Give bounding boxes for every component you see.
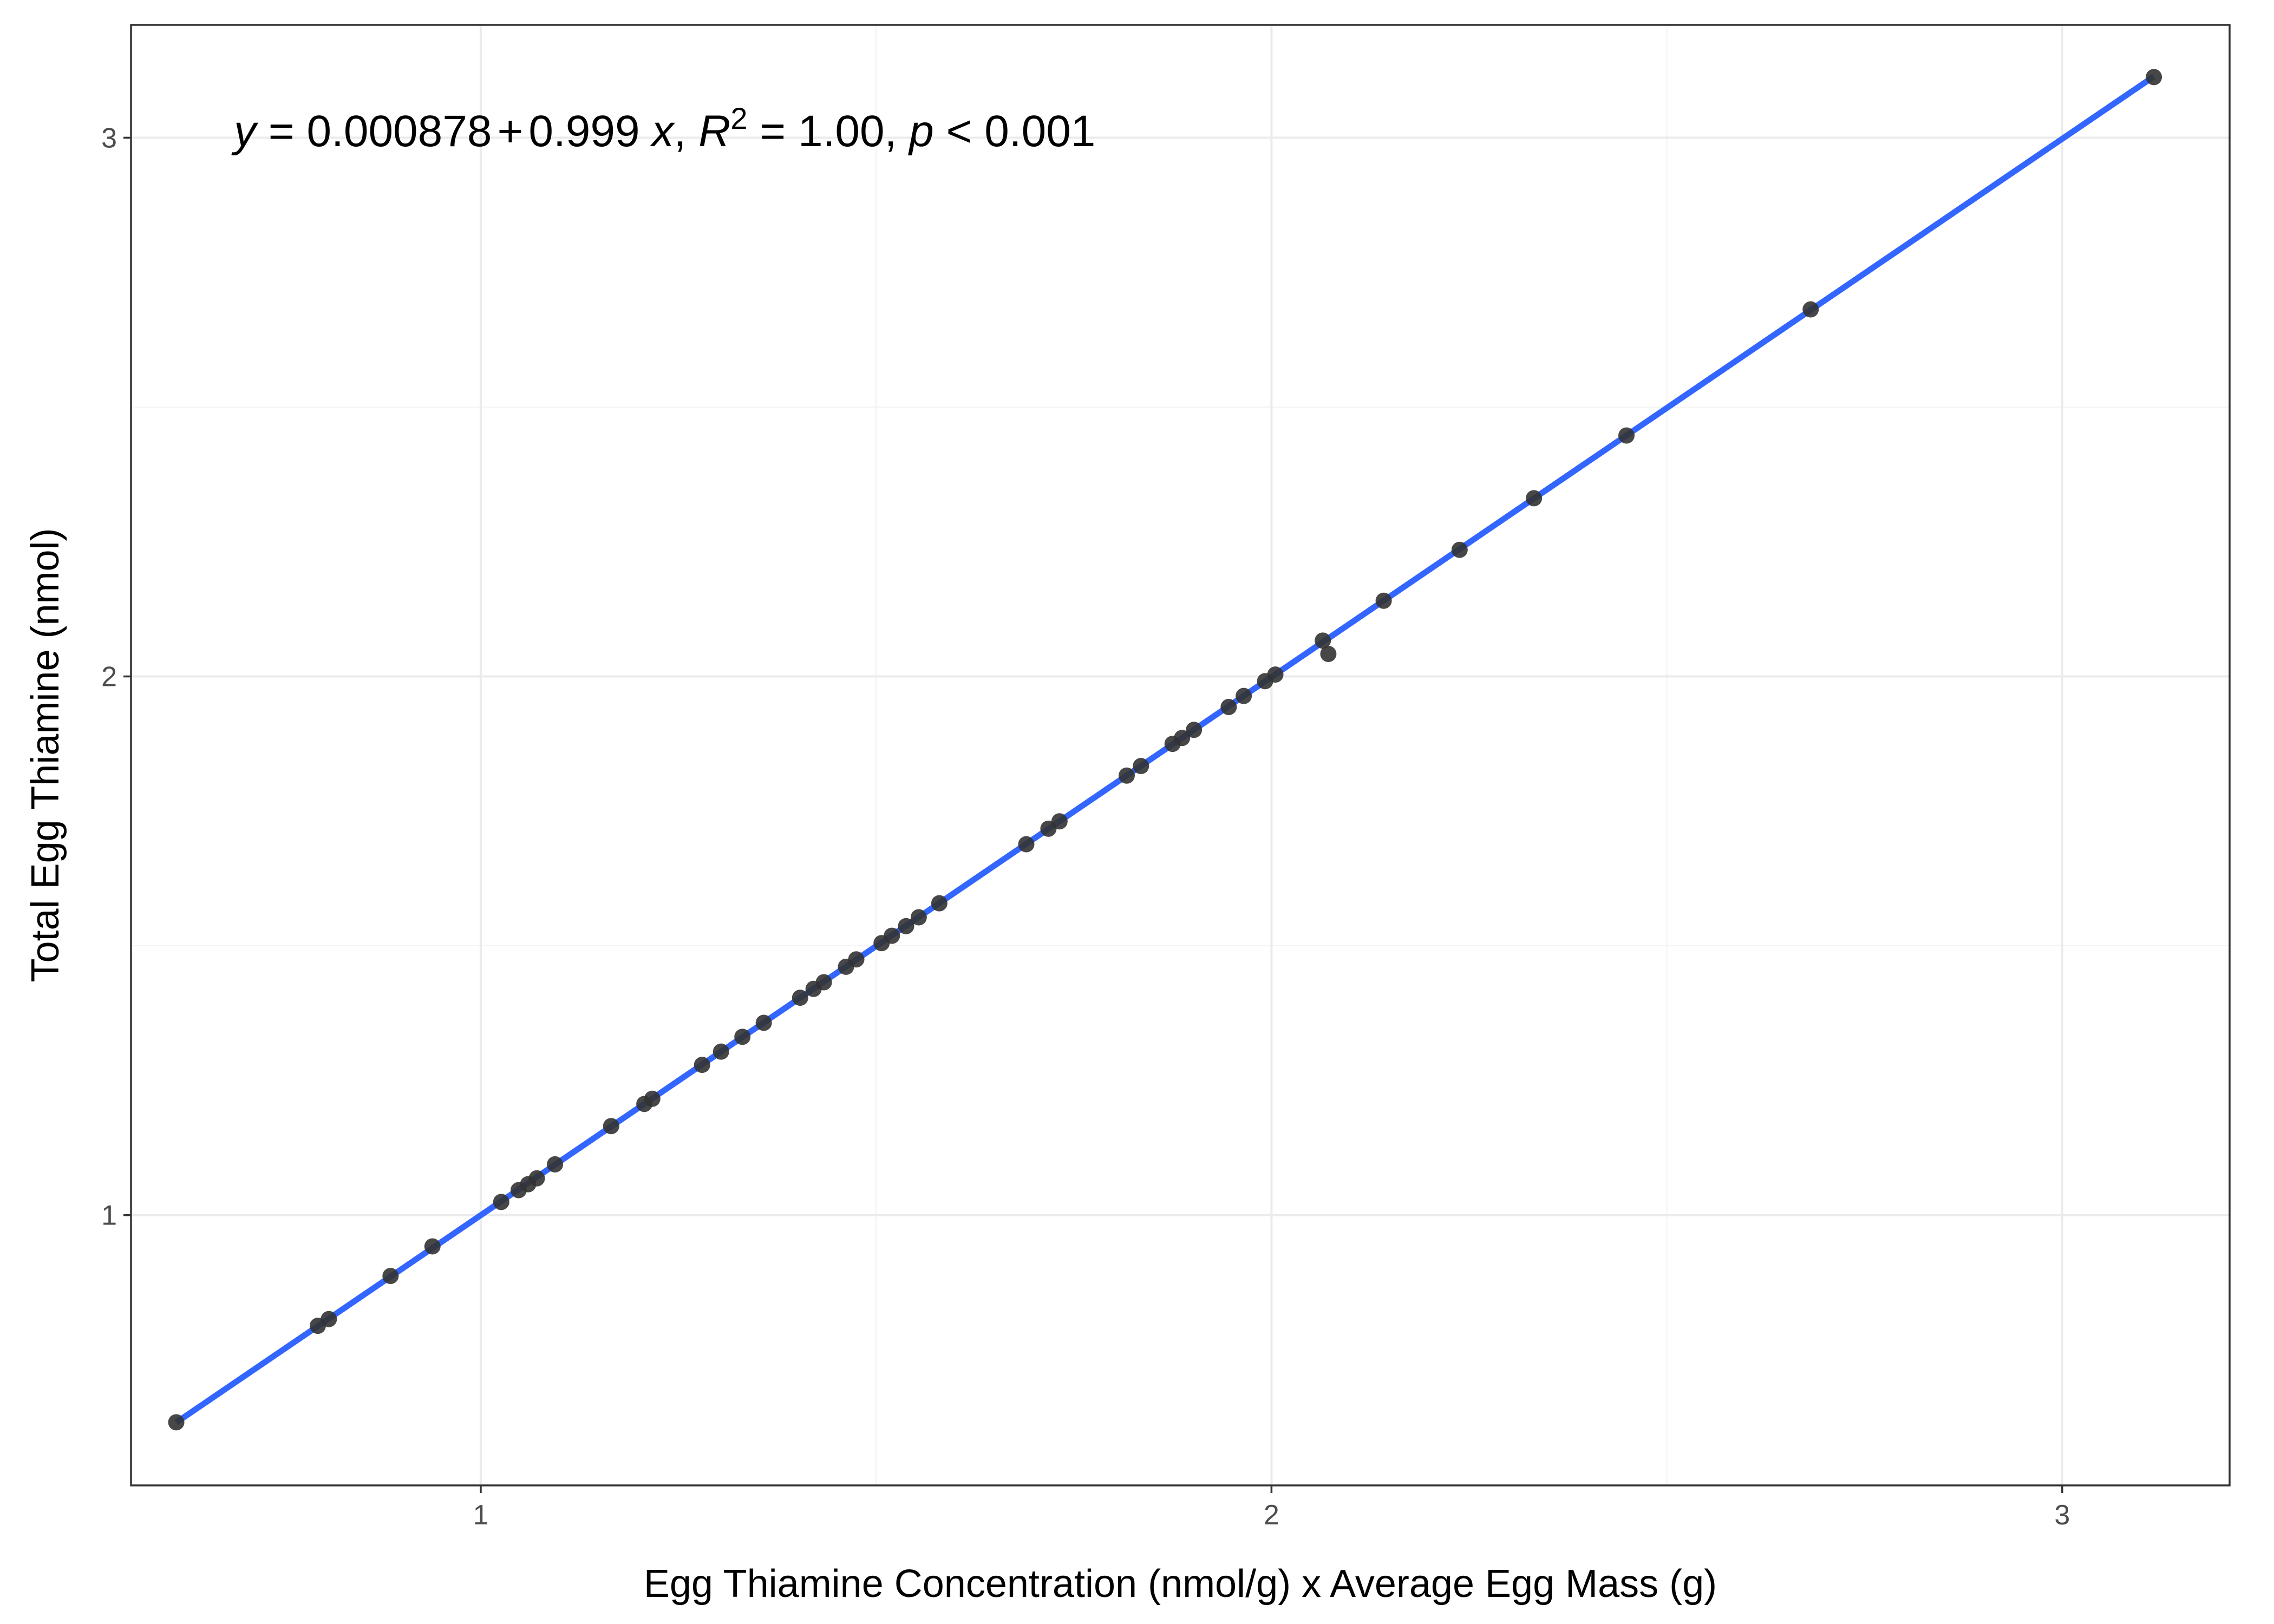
regression-annotation: y = 0.000878 +0.999 x, R2 = 1.00, p < 0.00… xyxy=(231,101,1095,156)
data-point xyxy=(755,1014,772,1031)
data-point xyxy=(815,974,832,991)
data-point xyxy=(694,1057,710,1073)
data-point xyxy=(1267,666,1284,683)
data-point xyxy=(1220,698,1237,715)
data-point xyxy=(1451,541,1468,558)
x-tick-label: 3 xyxy=(2054,1499,2070,1531)
data-point xyxy=(734,1029,751,1045)
annotation-separator: , xyxy=(674,107,699,156)
data-point xyxy=(1236,687,1252,704)
data-point xyxy=(931,895,948,912)
data-point xyxy=(792,990,808,1006)
annotation-r-var: R xyxy=(698,107,730,156)
y-axis-ticks: 1 2 3 xyxy=(101,122,131,1232)
data-point xyxy=(713,1043,729,1060)
data-point xyxy=(321,1311,337,1327)
plot-panel xyxy=(131,25,2230,1485)
data-point xyxy=(1186,722,1203,738)
x-tick-label: 1 xyxy=(473,1499,488,1531)
data-point xyxy=(1802,301,1819,318)
annotation-p-value: < 0.001 xyxy=(934,107,1096,156)
data-point xyxy=(603,1118,619,1135)
data-point xyxy=(1320,645,1337,662)
data-point xyxy=(1118,767,1135,784)
y-tick-label: 3 xyxy=(101,122,117,154)
y-axis-title: Total Egg Thiamine (nmol) xyxy=(24,528,67,982)
data-points xyxy=(168,69,2162,1431)
annotation-y-var: y xyxy=(231,107,259,156)
data-point xyxy=(528,1170,545,1187)
data-point xyxy=(884,927,900,944)
x-axis-ticks: 1 2 3 xyxy=(473,1485,2070,1531)
x-tick-label: 2 xyxy=(1264,1499,1279,1531)
data-point xyxy=(2146,69,2162,86)
data-point xyxy=(910,909,927,926)
annotation-p-var: p xyxy=(907,107,934,156)
data-point xyxy=(1375,592,1392,609)
annotation-slope: 0.999 xyxy=(528,107,639,156)
annotation-r-value: = 1.00, xyxy=(748,107,910,156)
annotation-r-exponent: 2 xyxy=(730,101,747,135)
data-point xyxy=(1051,813,1068,830)
data-point xyxy=(1618,427,1635,444)
y-tick-label: 1 xyxy=(101,1200,117,1232)
data-point xyxy=(1018,836,1035,853)
annotation-plus-operator: + xyxy=(497,107,523,156)
annotation-intercept: = 0.000878 xyxy=(256,107,492,156)
data-point xyxy=(1315,632,1331,649)
panel-border xyxy=(130,24,2231,1487)
data-point xyxy=(382,1268,399,1285)
data-point xyxy=(547,1156,564,1173)
data-point xyxy=(898,918,914,934)
y-tick-label: 2 xyxy=(101,662,117,693)
data-point xyxy=(1174,730,1191,746)
data-point xyxy=(168,1414,185,1431)
data-point xyxy=(424,1238,441,1255)
major-gridlines xyxy=(131,25,2230,1485)
annotation-x-var: x xyxy=(650,107,676,156)
data-point xyxy=(1526,490,1543,507)
data-point xyxy=(848,951,865,968)
data-point xyxy=(644,1090,661,1107)
x-axis-title: Egg Thiamine Concentration (nmol/g) x Av… xyxy=(644,1562,1717,1606)
data-point xyxy=(493,1194,509,1210)
data-point xyxy=(1133,758,1149,775)
